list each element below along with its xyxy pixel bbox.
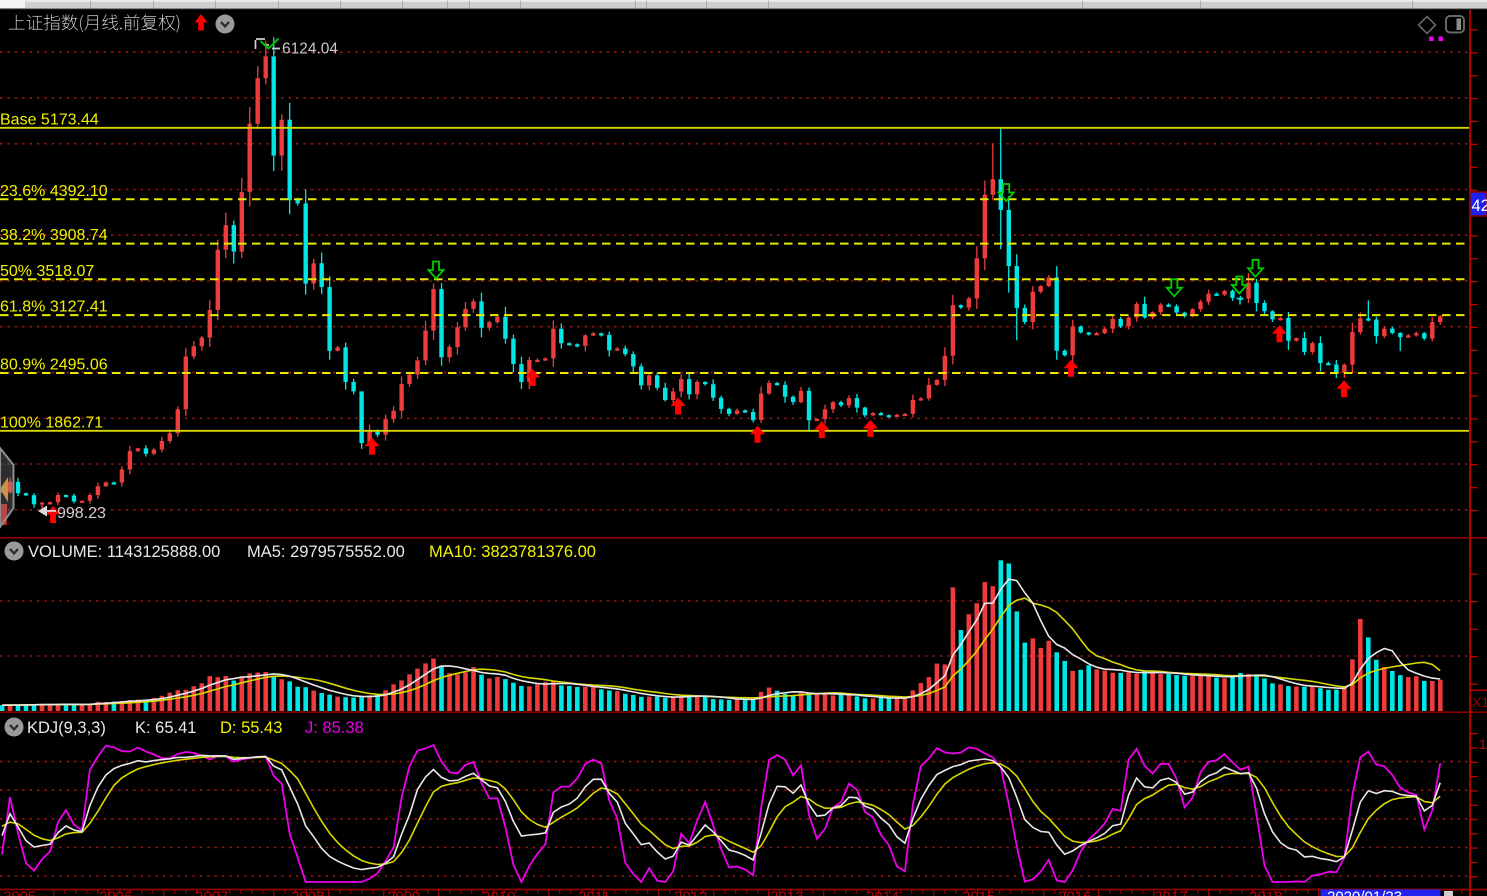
svg-text:23.6% 4392.10: 23.6% 4392.10 — [0, 183, 108, 200]
svg-text:50% 3518.07: 50% 3518.07 — [0, 263, 94, 280]
svg-text:2012: 2012 — [674, 889, 707, 896]
svg-text:998.23: 998.23 — [57, 505, 106, 522]
svg-text:38.2% 3908.74: 38.2% 3908.74 — [0, 227, 108, 244]
svg-text:2015: 2015 — [962, 889, 995, 896]
svg-text:KDJ(9,3,3): KDJ(9,3,3) — [27, 719, 106, 737]
svg-text:MA10: 3823781376.00: MA10: 3823781376.00 — [429, 543, 596, 561]
svg-text:J: 85.38: J: 85.38 — [305, 719, 364, 737]
svg-text:2018: 2018 — [1249, 889, 1282, 896]
svg-text:2017: 2017 — [1154, 889, 1187, 896]
svg-text:100% 1862.71: 100% 1862.71 — [0, 414, 103, 431]
svg-text:2009: 2009 — [387, 889, 420, 896]
svg-text:2005: 2005 — [3, 889, 36, 896]
svg-text:Base 5173.44: Base 5173.44 — [0, 111, 99, 128]
svg-text:61.8% 3127.41: 61.8% 3127.41 — [0, 299, 108, 316]
svg-text:2011: 2011 — [578, 889, 610, 896]
svg-text:X1: X1 — [1472, 694, 1487, 710]
svg-text:VOLUME: 1143125888.00: VOLUME: 1143125888.00 — [28, 543, 220, 561]
svg-text:2007: 2007 — [195, 889, 228, 896]
svg-text:80.9% 2495.06: 80.9% 2495.06 — [0, 357, 108, 374]
svg-text:2020/01/23: 2020/01/23 — [1327, 889, 1402, 896]
svg-text:D: 55.43: D: 55.43 — [220, 719, 282, 737]
svg-text:6124.04: 6124.04 — [282, 41, 338, 58]
svg-text:2008: 2008 — [291, 889, 324, 896]
svg-text:2014: 2014 — [866, 889, 899, 896]
svg-text:MA5: 2979575552.00: MA5: 2979575552.00 — [247, 543, 405, 561]
svg-text:K: 65.41: K: 65.41 — [135, 719, 196, 737]
svg-text:2010: 2010 — [482, 889, 515, 896]
svg-text:1: 1 — [1479, 736, 1487, 752]
svg-text:2016: 2016 — [1058, 889, 1091, 896]
svg-text:2006: 2006 — [99, 889, 132, 896]
svg-text:2013: 2013 — [770, 889, 803, 896]
svg-text:42: 42 — [1472, 197, 1487, 215]
